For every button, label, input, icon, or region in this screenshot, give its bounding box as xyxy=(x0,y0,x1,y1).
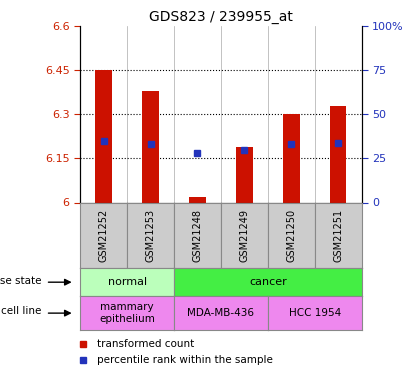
Bar xyxy=(142,91,159,202)
Bar xyxy=(283,114,300,202)
Text: GSM21251: GSM21251 xyxy=(333,209,343,262)
Bar xyxy=(330,105,346,202)
Title: GDS823 / 239955_at: GDS823 / 239955_at xyxy=(149,10,293,24)
Text: mammary
epithelium: mammary epithelium xyxy=(99,302,155,324)
Text: cell line: cell line xyxy=(2,306,42,316)
Text: HCC 1954: HCC 1954 xyxy=(289,308,341,318)
Text: GSM21252: GSM21252 xyxy=(99,209,109,262)
Text: normal: normal xyxy=(108,277,147,287)
Text: GSM21250: GSM21250 xyxy=(286,209,296,262)
Text: GSM21253: GSM21253 xyxy=(145,209,155,262)
Text: cancer: cancer xyxy=(249,277,287,287)
Text: percentile rank within the sample: percentile rank within the sample xyxy=(97,355,273,365)
Text: GSM21248: GSM21248 xyxy=(192,209,203,262)
Bar xyxy=(189,196,206,202)
Text: disease state: disease state xyxy=(0,276,42,286)
Bar xyxy=(236,147,253,202)
Text: transformed count: transformed count xyxy=(97,339,194,349)
Bar xyxy=(95,70,112,202)
Text: MDA-MB-436: MDA-MB-436 xyxy=(187,308,254,318)
Text: GSM21249: GSM21249 xyxy=(239,209,249,262)
